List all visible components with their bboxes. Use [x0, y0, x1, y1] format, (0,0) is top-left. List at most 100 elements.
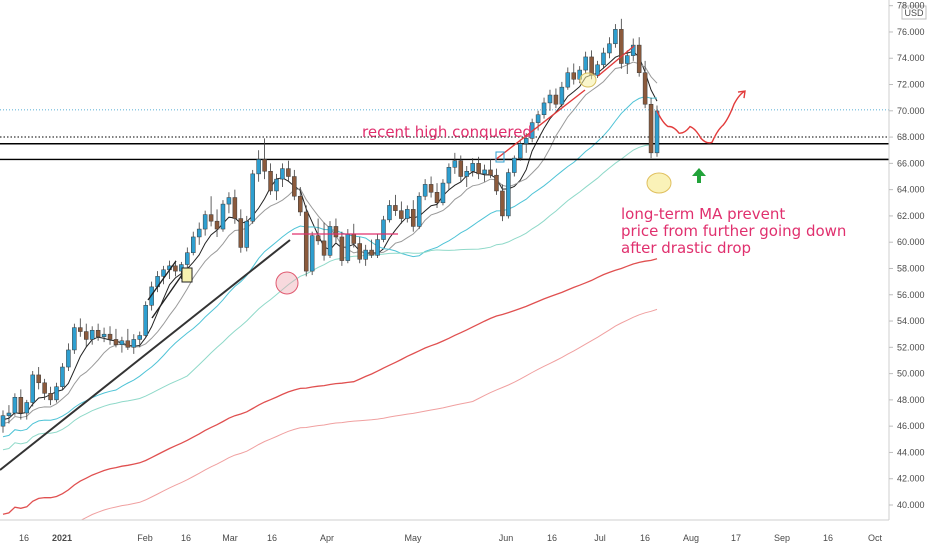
- trendline-long[interactable]: [0, 239, 291, 471]
- candle-body: [345, 234, 351, 261]
- x-tick-label: 2021: [52, 533, 72, 543]
- candle-body: [357, 243, 362, 260]
- candle-body: [410, 209, 416, 227]
- x-tick-label: 16: [19, 533, 29, 543]
- highlight-ellipse-bottom[interactable]: [646, 172, 672, 194]
- candle-body: [214, 220, 220, 230]
- candle-body: [654, 110, 660, 154]
- currency-box[interactable]: [901, 5, 927, 20]
- candle-body: [613, 29, 618, 45]
- candle-body: [416, 195, 422, 227]
- breakout-box[interactable]: [495, 151, 505, 163]
- annotation-long-term-ma-2: price from further going down: [621, 222, 846, 240]
- candle-body: [191, 236, 196, 253]
- x-tick-label: Aug: [683, 533, 699, 543]
- y-tick-label: 76.000: [897, 27, 925, 37]
- candle-body: [464, 170, 469, 177]
- highlight-ellipse-top[interactable]: [579, 72, 597, 88]
- trendline-red-top[interactable]: [597, 45, 635, 77]
- candle-body: [0, 415, 6, 427]
- candle-body: [119, 340, 125, 345]
- candle-body: [208, 214, 214, 222]
- x-tick-label: 16: [823, 533, 833, 543]
- candle-body: [173, 265, 178, 272]
- candle-body: [107, 333, 113, 340]
- candle-body: [292, 176, 297, 197]
- candle-body: [161, 269, 166, 277]
- green-up-arrow-icon: [692, 168, 706, 183]
- candle-body: [428, 184, 434, 193]
- candle-body: [500, 190, 505, 217]
- candle-body: [48, 393, 53, 401]
- candle-body: [298, 195, 303, 213]
- candles: [0, 18, 660, 433]
- candle-body: [6, 412, 12, 416]
- candle-body: [595, 64, 600, 76]
- candle-body: [18, 397, 24, 414]
- candle-body: [113, 339, 119, 345]
- candle-body: [202, 214, 208, 230]
- y-tick-label: 66.000: [897, 158, 925, 168]
- projection-path[interactable]: [656, 90, 746, 144]
- candle-body: [405, 209, 410, 219]
- y-tick-label: 62.000: [897, 211, 925, 221]
- candle-body: [12, 397, 18, 414]
- candle-body: [482, 169, 487, 175]
- candle-body: [506, 172, 511, 217]
- projection-arrowhead-icon: [737, 90, 746, 99]
- x-tick-label: Mar: [222, 533, 238, 543]
- candle-body: [24, 402, 30, 414]
- y-tick-label: 60.000: [897, 237, 925, 247]
- y-tick-label: 78.000: [897, 1, 925, 11]
- trendline-channel-upper[interactable]: [147, 260, 177, 301]
- candle-body: [452, 160, 458, 168]
- candle-body: [333, 226, 339, 238]
- price-axis[interactable]: USD 40.000 42.000 44.000 46.000 48.000 50.000…: [888, 0, 932, 520]
- candle-body: [280, 168, 285, 180]
- candle-body: [523, 138, 529, 144]
- highlight-square[interactable]: [181, 267, 193, 283]
- x-tick-label: 16: [547, 533, 557, 543]
- candle-body: [583, 56, 588, 71]
- y-tick-label: 54.000: [897, 316, 925, 326]
- candle-body: [72, 327, 77, 351]
- candle-body: [309, 235, 315, 272]
- trendline-channel-lower[interactable]: [151, 271, 185, 319]
- candle-body: [238, 218, 244, 248]
- y-tick-label: 70.000: [897, 106, 925, 116]
- annotation-long-term-ma-3: after drastic drop: [621, 239, 751, 257]
- candle-body: [518, 143, 523, 159]
- candle-body: [89, 329, 95, 340]
- candle-body: [244, 220, 250, 248]
- candle-body: [339, 236, 345, 261]
- candle-body: [303, 211, 309, 272]
- candle-body: [268, 170, 273, 192]
- candle-body: [630, 44, 636, 56]
- y-tick-label: 40.000: [897, 500, 925, 510]
- x-tick-label: Feb: [137, 533, 153, 543]
- trendline-red-up[interactable]: [494, 89, 586, 161]
- y-tick-label: 44.000: [897, 447, 925, 457]
- candle-body: [381, 219, 386, 240]
- candle-body: [648, 103, 654, 154]
- candle-body: [363, 249, 368, 260]
- candle-body: [351, 234, 357, 244]
- x-tick-label: 16: [181, 533, 191, 543]
- annotation-long-term-ma-1: long-term MA prevent: [621, 205, 785, 223]
- candle-body: [220, 203, 226, 230]
- candle-body: [642, 72, 648, 105]
- time-axis[interactable]: 16 2021 Feb 16 Mar 16 Apr May Jun 16 Jul 16 Aug 17 Sep…: [0, 519, 932, 550]
- candle-body: [196, 228, 202, 238]
- candle-body: [185, 252, 190, 265]
- y-tick-label: 42.000: [897, 474, 925, 484]
- candle-body: [494, 174, 499, 192]
- highlight-circle-red[interactable]: [275, 271, 299, 295]
- candle-body: [137, 335, 142, 340]
- y-tick-label: 52.000: [897, 342, 925, 352]
- candle-body: [274, 178, 279, 192]
- y-tick-label: 58.000: [897, 263, 925, 273]
- candle-body: [375, 239, 380, 256]
- candle-body: [446, 167, 452, 184]
